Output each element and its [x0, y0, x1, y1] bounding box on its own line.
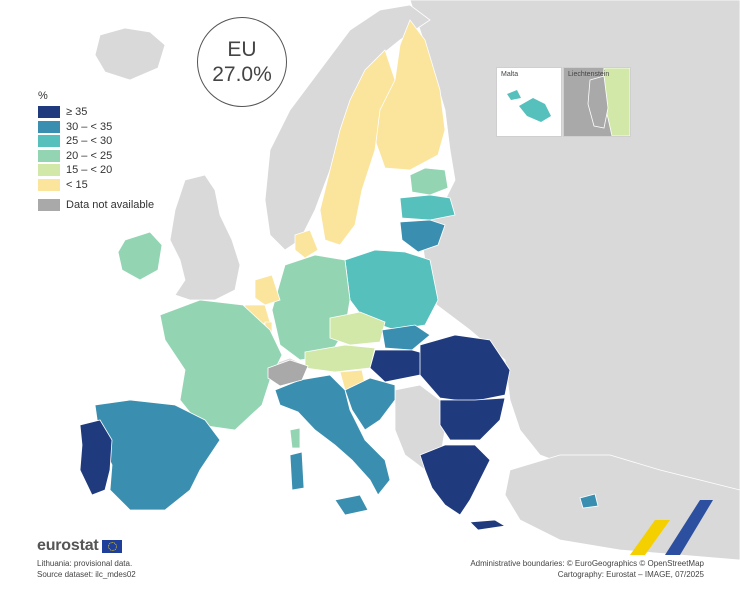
legend-label: 15 – < 20	[66, 164, 113, 177]
credit-boundaries: Administrative boundaries: © EuroGeograp…	[470, 559, 704, 568]
region-estonia	[409, 167, 449, 196]
image-decoration	[630, 500, 713, 555]
malta-inset-label: Malta	[501, 71, 519, 78]
legend-label: 20 – < 25	[66, 149, 113, 162]
legend-swatch	[38, 164, 60, 177]
region-romania	[419, 334, 511, 403]
footnotes: Lithuania: provisional data. Source data…	[37, 558, 136, 580]
region-czechia	[329, 311, 386, 346]
legend-item: 20 – < 25	[38, 149, 154, 164]
legend-label: 30 – < 35	[66, 120, 113, 133]
legend-label: ≥ 35	[66, 106, 88, 119]
footnote-provisional: Lithuania: provisional data.	[37, 559, 133, 568]
legend-swatch	[38, 178, 60, 191]
legend-label: Data not available	[66, 199, 155, 212]
region-spain	[94, 399, 221, 511]
region-croatia	[344, 377, 396, 431]
region-sweden	[319, 49, 396, 246]
decoration-stripe-blue	[665, 500, 713, 555]
region-denmark	[294, 229, 319, 259]
region-greece	[419, 444, 491, 516]
iceland-land	[94, 27, 166, 81]
gozo-island	[507, 90, 521, 100]
legend-item: 15 – < 20	[38, 163, 154, 178]
legend-swatch	[38, 106, 60, 119]
decoration-stripe-yellow	[630, 520, 670, 555]
legend-swatch	[38, 135, 60, 148]
legend-item: 30 – < 35	[38, 120, 154, 135]
eu-label: EU	[227, 38, 257, 61]
credit-cartography: Cartography: Eurostat – IMAGE, 07/2025	[557, 570, 704, 579]
credits: Administrative boundaries: © EuroGeograp…	[470, 558, 704, 580]
uk-land	[169, 174, 241, 301]
region-lithuania	[399, 219, 446, 253]
region-france	[159, 299, 283, 431]
region-bulgaria	[439, 397, 506, 441]
liechtenstein-inset-label: Liechtenstein	[568, 71, 610, 78]
eu-value: 27.0%	[212, 63, 272, 86]
legend-label: < 15	[66, 178, 88, 191]
eu-value-badge: EU 27.0%	[197, 17, 287, 107]
legend-swatch	[38, 199, 60, 212]
footnote-source: Source dataset: ilc_mdes02	[37, 570, 136, 579]
region-cyprus	[579, 493, 599, 509]
malta-map	[507, 90, 551, 122]
malta-island	[519, 98, 551, 122]
eu-countries	[79, 19, 599, 531]
liechtenstein-map	[587, 68, 630, 136]
liechtenstein-area	[587, 75, 609, 129]
region-slovakia	[381, 324, 431, 351]
eurostat-logo: eurostat	[37, 537, 122, 555]
legend-item-na: Data not available	[38, 198, 154, 213]
region-poland	[344, 249, 439, 331]
region-portugal	[79, 419, 113, 496]
legend: % ≥ 35 30 – < 35 25 – < 30 20 – < 25 15 …	[38, 90, 154, 213]
region-latvia	[399, 194, 456, 221]
legend-item: 25 – < 30	[38, 134, 154, 149]
legend-swatch	[38, 149, 60, 162]
region-germany	[271, 254, 351, 361]
eu-flag-icon	[101, 539, 122, 553]
region-sardinia	[289, 451, 305, 491]
legend-unit: %	[38, 90, 48, 102]
region-ireland	[117, 231, 163, 281]
malta-inset: Malta	[496, 67, 562, 137]
region-switzerland-na	[267, 359, 309, 387]
region-netherlands	[254, 274, 281, 306]
eurostat-logo-text: eurostat	[37, 537, 99, 554]
legend-item: ≥ 35	[38, 105, 154, 120]
legend-item: < 15	[38, 178, 154, 193]
region-crete	[469, 519, 507, 531]
region-finland	[374, 19, 446, 171]
legend-swatch	[38, 120, 60, 133]
region-italy	[274, 374, 391, 496]
region-sicily	[334, 494, 369, 516]
non-eu-land	[94, 0, 740, 561]
legend-label: 25 – < 30	[66, 135, 113, 148]
liechtenstein-inset: Liechtenstein	[563, 67, 631, 137]
region-corsica	[289, 427, 301, 449]
